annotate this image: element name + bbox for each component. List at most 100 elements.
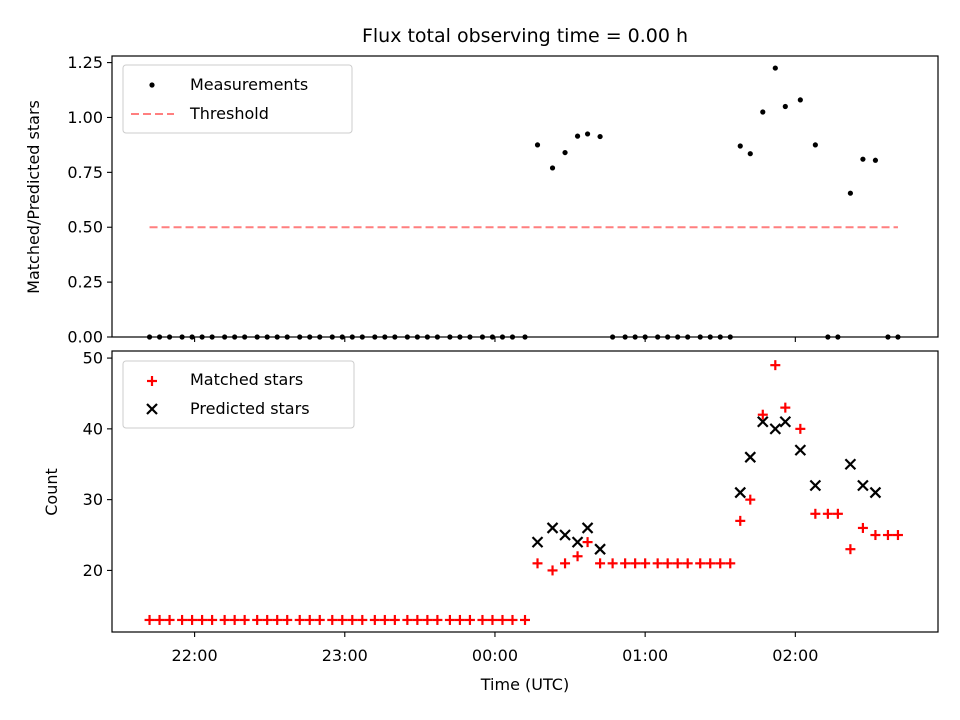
matched-star-point	[532, 558, 543, 569]
matched-star-point	[810, 508, 821, 519]
top-legend: Measurements Threshold	[122, 64, 353, 134]
measurement-point	[860, 156, 866, 162]
bottom-plot-area	[144, 360, 903, 625]
y-tick-label: 30	[83, 490, 103, 509]
matched-star-point	[672, 558, 683, 569]
legend-predicted-marker	[146, 403, 158, 415]
predicted-star-point	[531, 536, 544, 548]
matched-star-point	[640, 558, 651, 569]
matched-star-point	[164, 614, 175, 625]
measurement-point	[760, 109, 766, 115]
legend-threshold-label: Threshold	[189, 104, 269, 123]
bottom-legend: Matched stars Predicted stars	[122, 360, 355, 429]
matched-star-point	[735, 515, 746, 526]
matched-star-point	[294, 614, 305, 625]
y-tick-label: 0.25	[67, 273, 103, 292]
y-tick-label: 0.75	[67, 163, 103, 182]
measurement-point	[797, 97, 803, 103]
matched-star-point	[795, 423, 806, 434]
matched-star-point	[845, 544, 856, 555]
matched-star-point	[497, 614, 508, 625]
top-axes-frame	[111, 55, 939, 338]
matched-star-point	[695, 558, 706, 569]
matched-star-point	[347, 614, 358, 625]
bottom-x-axis: 22:00 23:00 00:00 01:00 02:00	[172, 632, 818, 665]
y-tick-label: 1.00	[67, 108, 103, 127]
matched-star-point	[607, 558, 618, 569]
legend-measurements-label: Measurements	[190, 75, 308, 94]
matched-star-point	[327, 614, 338, 625]
matched-star-point	[177, 614, 188, 625]
bottom-y-axis: 20 30 40 50	[83, 349, 112, 580]
matched-star-point	[337, 614, 348, 625]
x-tick-label: 02:00	[772, 646, 818, 665]
matched-star-point	[379, 614, 390, 625]
matched-star-point	[412, 614, 423, 625]
predicted-star-point	[594, 543, 606, 555]
top-x-axis	[194, 337, 796, 342]
matched-star-point	[770, 360, 781, 371]
x-tick-label: 23:00	[322, 646, 368, 665]
measurement-point	[549, 165, 556, 171]
matched-star-point	[369, 614, 380, 625]
predicted-star-point	[844, 458, 857, 471]
matched-star-point	[357, 614, 368, 625]
top-y-axis-label: Matched/Predicted stars	[24, 100, 43, 294]
predicted-star-point	[809, 479, 822, 492]
predicted-star-point	[734, 486, 747, 499]
matched-star-point	[595, 558, 606, 569]
matched-star-point	[652, 558, 663, 569]
measurement-point	[534, 142, 541, 148]
predicted-star-point	[794, 444, 807, 456]
matched-star-point	[314, 614, 325, 625]
predicted-star-point	[571, 536, 584, 548]
y-tick-label: 1.25	[67, 53, 103, 72]
x-tick-label: 00:00	[472, 646, 518, 665]
legend-matched-label: Matched stars	[190, 370, 303, 389]
matched-star-point	[780, 402, 791, 413]
top-y-axis: 0.00 0.25 0.50 0.75 1.00 1.25	[67, 53, 112, 347]
y-tick-label: 50	[83, 349, 103, 368]
predicted-star-point	[581, 522, 594, 534]
matched-star-point	[229, 614, 240, 625]
predicted-star-point	[769, 423, 782, 435]
matched-star-point	[662, 558, 673, 569]
matched-star-point	[207, 614, 218, 625]
matched-star-point	[444, 614, 455, 625]
matched-star-point	[582, 537, 593, 548]
matched-star-point	[682, 558, 693, 569]
y-tick-label: 0.00	[67, 328, 103, 347]
matched-star-point	[892, 530, 903, 541]
matched-star-point	[262, 614, 273, 625]
measurement-point	[772, 65, 778, 71]
matched-star-point	[144, 614, 155, 625]
matched-star-point	[389, 614, 400, 625]
x-axis-label: Time (UTC)	[480, 675, 569, 694]
matched-star-point	[520, 614, 530, 625]
predicted-star-point	[559, 529, 571, 541]
x-tick-label: 01:00	[622, 646, 668, 665]
measurement-point	[872, 157, 879, 163]
measurement-point	[562, 149, 568, 156]
matched-star-point	[882, 530, 893, 541]
predicted-star-point	[869, 486, 882, 499]
predicted-star-point	[546, 522, 559, 534]
y-tick-label: 20	[83, 561, 103, 580]
matched-star-point	[422, 614, 433, 625]
y-tick-label: 40	[83, 419, 103, 438]
measurement-point	[574, 133, 581, 139]
matched-star-point	[725, 558, 736, 569]
predicted-star-point	[744, 451, 757, 463]
matched-star-point	[432, 614, 443, 625]
legend-measurements-marker	[149, 82, 155, 88]
y-tick-label: 0.50	[67, 218, 103, 237]
matched-star-point	[304, 614, 315, 625]
matched-star-point	[487, 614, 498, 625]
matched-star-point	[560, 558, 571, 569]
matched-star-point	[219, 614, 230, 625]
matched-star-point	[705, 558, 716, 569]
matched-star-point	[239, 614, 250, 625]
measurement-point	[747, 151, 753, 157]
bottom-axes-frame	[111, 350, 939, 633]
